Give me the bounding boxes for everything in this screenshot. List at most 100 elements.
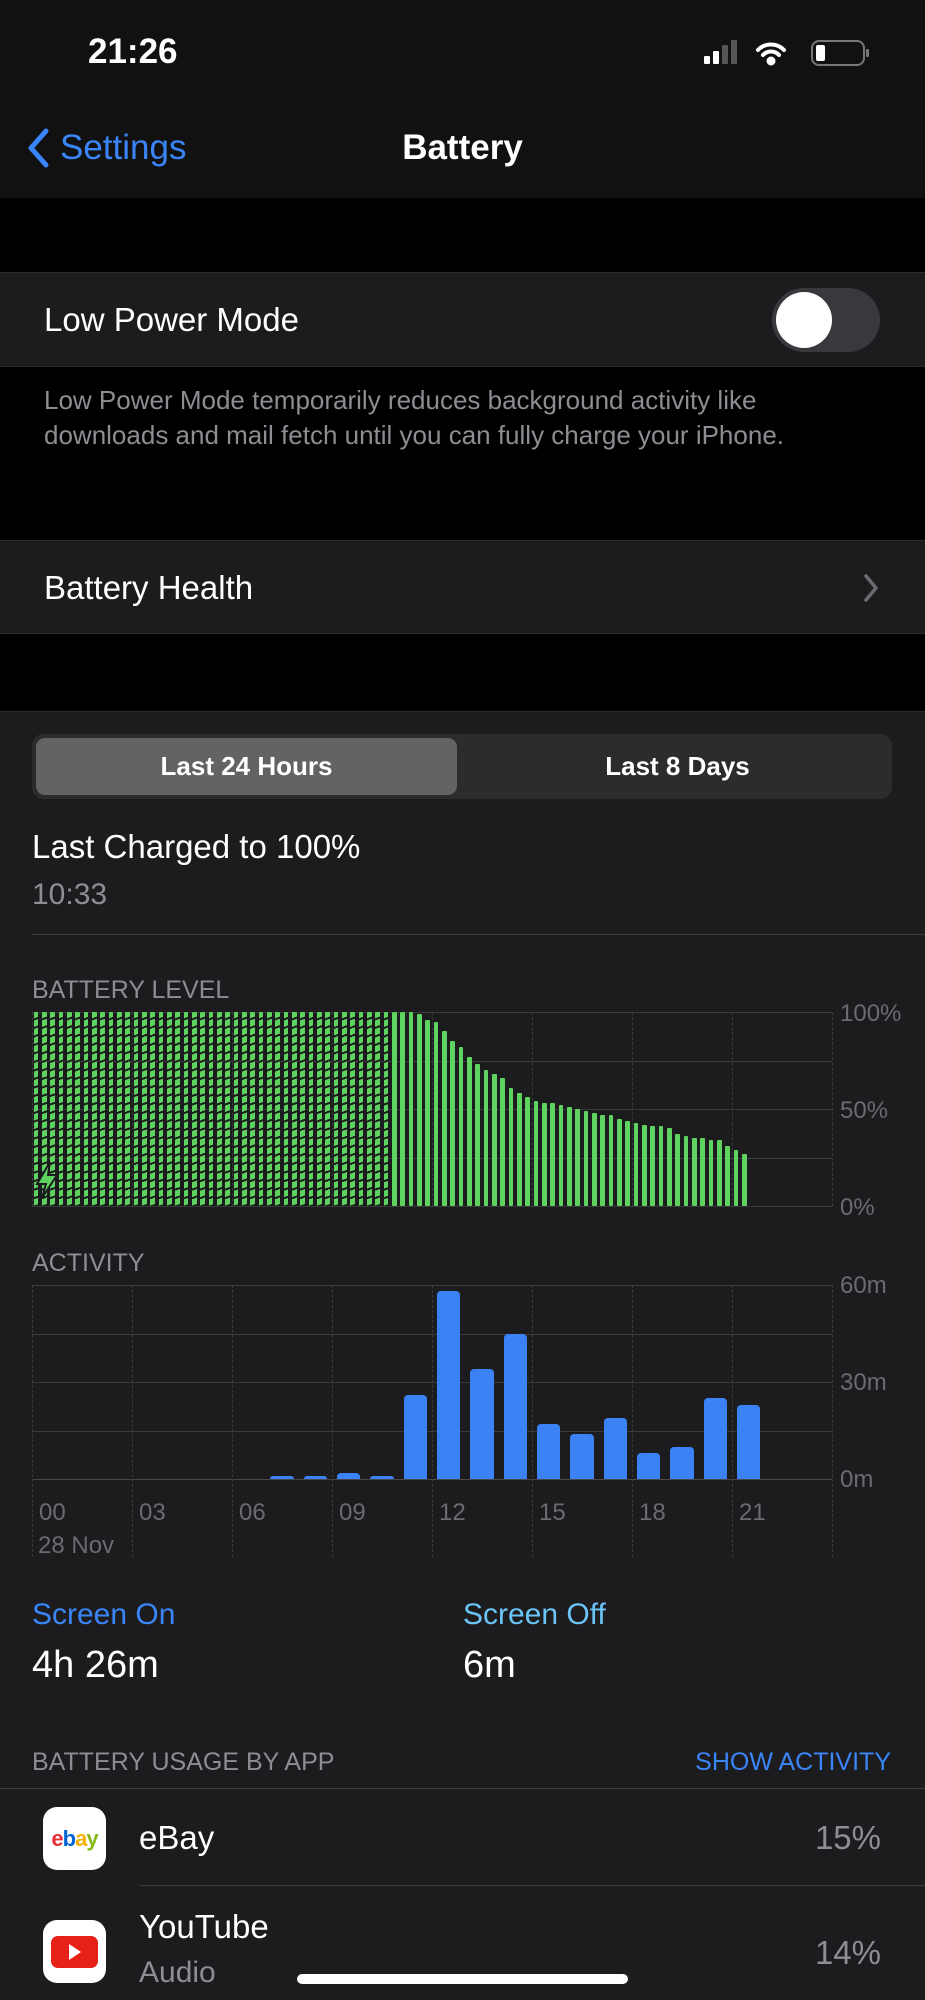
- screen-off-value: 6m: [463, 1644, 516, 1686]
- activity-x-tick: 18: [639, 1499, 666, 1526]
- app-subtitle: Audio: [139, 1956, 216, 1989]
- battery-bar: [216, 1012, 222, 1206]
- screen-on-label: Screen On: [32, 1598, 176, 1631]
- activity-bar: [603, 1417, 627, 1479]
- battery-bar: [300, 1012, 305, 1206]
- toggle-knob: [776, 292, 832, 348]
- battery-bar: [625, 1120, 630, 1206]
- battery-bar: [500, 1077, 505, 1206]
- activity-date-label: 28 Nov: [38, 1532, 115, 1559]
- app-percent: 15%: [814, 1819, 881, 1856]
- battery-bar: [458, 1046, 464, 1206]
- last-charged-time: 10:33: [32, 878, 108, 911]
- segment-last-8-days[interactable]: Last 8 Days: [605, 751, 750, 781]
- segment-last-24-hours[interactable]: Last 24 Hours: [36, 738, 457, 795]
- battery-bar: [508, 1087, 514, 1206]
- activity-x-tick: 03: [139, 1499, 166, 1526]
- activity-x-tick: 06: [239, 1499, 266, 1526]
- battery-bar: [200, 1012, 205, 1206]
- activity-tick-60: 60m: [840, 1272, 887, 1299]
- activity-chart: 00 03 06 09 12 15 18 21: [32, 1285, 833, 1557]
- battery-bar: [116, 1012, 122, 1206]
- battery-bar: [275, 1012, 280, 1206]
- activity-tick-0: 0m: [840, 1466, 874, 1493]
- battery-bar: [350, 1012, 355, 1206]
- battery-bar: [375, 1012, 380, 1206]
- activity-x-tick: 00: [39, 1499, 66, 1526]
- show-activity-button[interactable]: SHOW ACTIVITY: [695, 1748, 891, 1776]
- activity-x-tick: 21: [739, 1499, 766, 1526]
- low-power-mode-row: Low Power Mode: [0, 272, 925, 367]
- gridline-vertical: [632, 1012, 633, 1206]
- battery-bar: [308, 1012, 314, 1206]
- battery-bar: [516, 1093, 522, 1206]
- battery-bar: [400, 1012, 405, 1206]
- battery-tick-50: 50%: [840, 1097, 889, 1124]
- chevron-right-icon: [864, 574, 879, 602]
- gridline-vertical: [832, 1285, 833, 1557]
- battery-bar: [191, 1012, 197, 1206]
- activity-bar: [670, 1446, 694, 1479]
- app-row-youtube[interactable]: YouTube Audio 14%: [0, 1886, 925, 2000]
- low-power-footer: Low Power Mode temporarily reduces backg…: [44, 385, 784, 450]
- battery-bar: [691, 1138, 697, 1206]
- activity-bar: [470, 1369, 494, 1479]
- usage-header: BATTERY USAGE BY APP: [32, 1748, 335, 1776]
- charging-bolt-icon: [35, 1161, 59, 1199]
- activity-bar: [337, 1472, 361, 1479]
- battery-bar: [650, 1126, 655, 1206]
- gridline-vertical: [32, 1012, 33, 1206]
- screen-off-label: Screen Off: [463, 1598, 606, 1631]
- battery-bar: [633, 1122, 639, 1206]
- battery-tick-100: 100%: [840, 1000, 902, 1027]
- app-name: eBay: [139, 1819, 215, 1856]
- battery-bar: [616, 1118, 622, 1206]
- battery-bar: [183, 1012, 189, 1206]
- battery-bar: [416, 1013, 422, 1206]
- battery-health-label: Battery Health: [44, 569, 254, 606]
- battery-bar: [450, 1041, 455, 1206]
- battery-bar: [325, 1012, 330, 1206]
- battery-bar: [533, 1101, 539, 1206]
- app-percent: 14%: [814, 1934, 881, 1971]
- battery-health-row[interactable]: Battery Health: [0, 540, 925, 634]
- low-power-toggle[interactable]: [772, 288, 880, 352]
- battery-bar: [50, 1012, 55, 1206]
- battery-usage-panel: [0, 711, 925, 2000]
- activity-title: ACTIVITY: [32, 1249, 145, 1277]
- activity-bar: [403, 1394, 427, 1479]
- battery-bar: [466, 1056, 472, 1206]
- battery-bar: [741, 1153, 747, 1206]
- battery-bar: [75, 1012, 80, 1206]
- back-label: Settings: [60, 128, 187, 167]
- activity-bar: [303, 1475, 327, 1479]
- battery-bar: [550, 1103, 555, 1206]
- status-time: 21:26: [88, 32, 178, 71]
- activity-bar: [637, 1453, 661, 1479]
- battery-icon: [811, 40, 869, 66]
- activity-bar: [737, 1404, 761, 1479]
- battery-bar: [250, 1012, 255, 1206]
- wifi-icon: [756, 42, 786, 66]
- battery-tick-0: 0%: [840, 1194, 875, 1221]
- battery-bar: [208, 1012, 214, 1206]
- back-button[interactable]: Settings: [26, 128, 186, 168]
- battery-bar: [641, 1124, 647, 1206]
- activity-bar: [503, 1333, 527, 1479]
- battery-bar: [41, 1012, 47, 1206]
- battery-bar: [433, 1021, 439, 1206]
- home-indicator[interactable]: [297, 1974, 628, 1984]
- battery-bar: [108, 1012, 114, 1206]
- activity-bar: [370, 1475, 394, 1479]
- battery-bar: [733, 1149, 739, 1206]
- battery-bar: [483, 1070, 489, 1206]
- battery-bar: [66, 1012, 72, 1206]
- gridline-vertical: [232, 1012, 233, 1206]
- activity-bar: [537, 1424, 561, 1479]
- gridline-vertical: [32, 1285, 33, 1557]
- cellular-signal-icon: [704, 40, 737, 64]
- chevron-left-icon: [28, 128, 49, 168]
- battery-bar: [700, 1138, 705, 1206]
